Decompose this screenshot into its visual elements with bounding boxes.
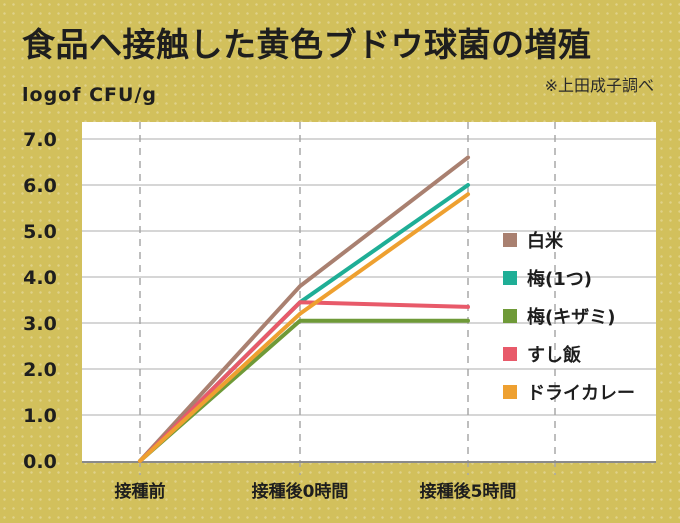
y-tick-label: 1.0	[23, 405, 57, 427]
legend-swatch	[503, 309, 517, 323]
legend-swatch	[503, 271, 517, 285]
series-line	[138, 155, 470, 463]
y-axis-label: logof CFU/g	[22, 84, 157, 106]
series-lines	[138, 155, 470, 463]
axes: 0.0 1.0 2.0 3.0 4.0 5.0 6.0 7.0 接種前 接種後0時間 接種後5時間	[23, 129, 656, 502]
y-tick-label: 7.0	[23, 129, 57, 151]
x-tick-label: 接種後5時間	[420, 481, 517, 502]
legend-item-label: ドライカレー	[527, 383, 635, 404]
series-line	[138, 192, 470, 463]
legend-swatch	[503, 347, 517, 361]
plot-area	[82, 122, 656, 463]
x-tick-label: 接種前	[115, 481, 166, 502]
legend-swatch	[503, 233, 517, 247]
chart-title: 食品へ接触した黄色ブドウ球菌の増殖	[22, 25, 592, 64]
legend-item-label: 梅(キザミ)	[527, 306, 615, 328]
series-line	[138, 300, 470, 463]
y-tick-label: 5.0	[23, 221, 57, 243]
legend-item-label: 梅(1つ)	[527, 268, 592, 290]
source-note: ※上田成子調べ	[544, 76, 654, 95]
y-tick-label: 4.0	[23, 267, 57, 289]
y-tick-label: 3.0	[23, 313, 57, 335]
grid	[82, 122, 656, 475]
y-tick-label: 6.0	[23, 175, 57, 197]
legend-item-label: すし飯	[527, 344, 581, 366]
legend-item-label: 白米	[527, 230, 564, 252]
x-tick-label: 接種後0時間	[252, 481, 349, 502]
y-tick-label: 2.0	[23, 359, 57, 381]
y-tick-label: 0.0	[23, 451, 57, 473]
legend-swatch	[503, 385, 517, 399]
